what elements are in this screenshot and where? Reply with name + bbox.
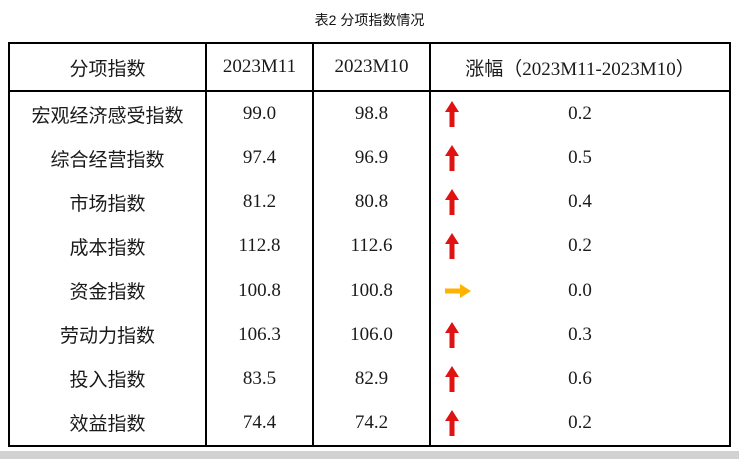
header-2023m11: 2023M11 (207, 44, 314, 90)
row-label: 综合经营指数 (10, 136, 207, 181)
row-label: 资金指数 (10, 268, 207, 313)
value-2023m11: 100.8 (207, 268, 314, 313)
value-2023m10: 80.8 (314, 180, 431, 225)
value-2023m10: 96.9 (314, 136, 431, 181)
sub-index-table: 分项指数 2023M11 2023M10 涨幅（2023M11-2023M10）… (8, 42, 731, 447)
arrow-slot (445, 101, 473, 128)
arrow-slot (445, 409, 473, 436)
change-cell: 0.2 (431, 224, 729, 268)
value-2023m10: 112.6 (314, 224, 431, 269)
up-arrow-icon (445, 321, 459, 348)
up-arrow-icon (445, 233, 459, 260)
change-value: 0.4 (568, 191, 592, 213)
value-2023m10: 74.2 (314, 400, 431, 445)
value-2023m10: 98.8 (314, 92, 431, 137)
table-row: 宏观经济感受指数 99.0 98.8 0.2 (10, 92, 729, 137)
change-value: 0.5 (568, 147, 592, 169)
arrow-slot (445, 189, 473, 216)
arrow-slot (445, 145, 473, 172)
table-row: 资金指数 100.8 100.8 0.0 (10, 268, 729, 313)
change-value: 0.2 (568, 235, 592, 257)
change-cell: 0.0 (431, 269, 729, 313)
row-label: 市场指数 (10, 180, 207, 225)
value-2023m11: 81.2 (207, 180, 314, 225)
value-2023m10: 82.9 (314, 356, 431, 401)
up-arrow-icon (445, 409, 459, 436)
row-label: 劳动力指数 (10, 312, 207, 357)
arrow-slot (445, 365, 473, 392)
change-cell: 0.5 (431, 136, 729, 180)
value-2023m10: 100.8 (314, 268, 431, 313)
up-arrow-icon (445, 101, 459, 128)
up-arrow-icon (445, 189, 459, 216)
table-row: 综合经营指数 97.4 96.9 0.5 (10, 136, 729, 181)
value-2023m11: 83.5 (207, 356, 314, 401)
bottom-divider (0, 451, 739, 459)
change-value: 0.2 (568, 411, 592, 433)
value-2023m11: 74.4 (207, 400, 314, 445)
value-2023m11: 97.4 (207, 136, 314, 181)
up-arrow-icon (445, 145, 459, 172)
table-body: 宏观经济感受指数 99.0 98.8 0.2 综合经营指数 97.4 96.9 … (10, 92, 729, 445)
row-label: 效益指数 (10, 400, 207, 445)
value-2023m11: 106.3 (207, 312, 314, 357)
table-caption: 表2 分项指数情况 (314, 12, 425, 28)
row-label: 宏观经济感受指数 (10, 92, 207, 137)
row-label: 投入指数 (10, 356, 207, 401)
row-label: 成本指数 (10, 224, 207, 269)
change-value: 0.3 (568, 323, 592, 345)
change-value: 0.0 (568, 279, 592, 301)
change-value: 0.2 (568, 103, 592, 125)
arrow-slot (445, 233, 473, 260)
arrow-slot (445, 321, 473, 348)
arrow-slot (445, 278, 473, 304)
change-cell: 0.4 (431, 180, 729, 224)
change-cell: 0.6 (431, 357, 729, 401)
change-cell: 0.2 (431, 92, 729, 136)
change-value: 0.6 (568, 367, 592, 389)
table-row: 劳动力指数 106.3 106.0 0.3 (10, 312, 729, 357)
header-sub-index: 分项指数 (10, 44, 207, 90)
value-2023m11: 99.0 (207, 92, 314, 137)
change-cell: 0.3 (431, 313, 729, 357)
value-2023m10: 106.0 (314, 312, 431, 357)
right-arrow-icon (445, 283, 471, 298)
header-2023m10: 2023M10 (314, 44, 431, 90)
table-row: 投入指数 83.5 82.9 0.6 (10, 356, 729, 401)
change-cell: 0.2 (431, 401, 729, 445)
up-arrow-icon (445, 365, 459, 392)
table-row: 成本指数 112.8 112.6 0.2 (10, 224, 729, 269)
table-header-row: 分项指数 2023M11 2023M10 涨幅（2023M11-2023M10） (10, 44, 729, 92)
header-change: 涨幅（2023M11-2023M10） (465, 58, 695, 80)
table-row: 市场指数 81.2 80.8 0.4 (10, 180, 729, 225)
value-2023m11: 112.8 (207, 224, 314, 269)
table-row: 效益指数 74.4 74.2 0.2 (10, 400, 729, 445)
